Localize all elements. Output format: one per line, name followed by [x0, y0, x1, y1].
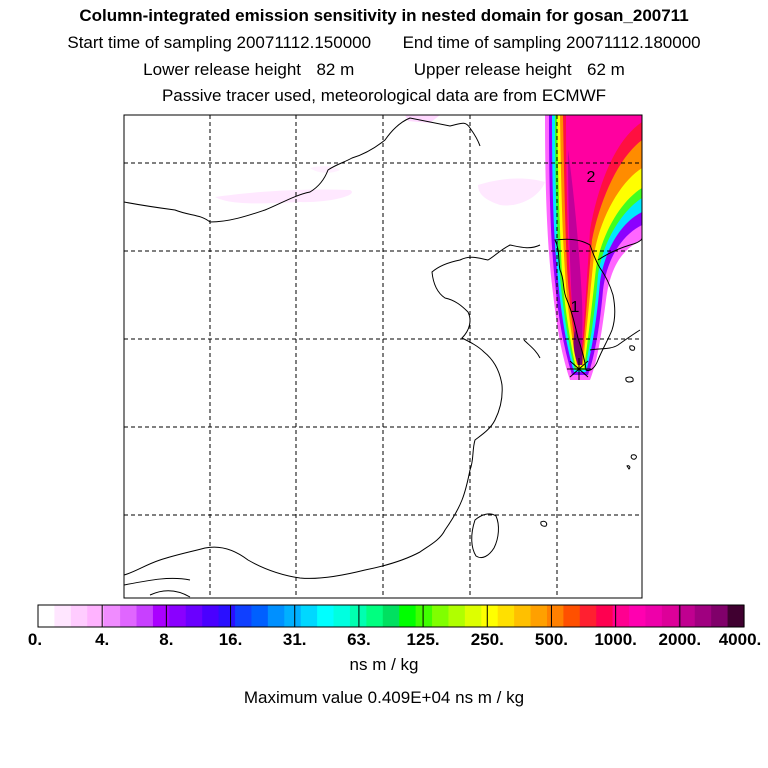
coastlines — [124, 117, 642, 598]
colorbar-tick-label: 8. — [159, 630, 174, 649]
low-sensitivity-areas — [215, 115, 545, 206]
colorbar-cell — [448, 605, 466, 627]
colorbar-tick-label: 0. — [27, 630, 43, 649]
colorbar-cell — [54, 605, 72, 627]
colorbar-cell — [300, 605, 318, 627]
receptor-star-icon — [567, 358, 591, 380]
max-number: 0.409E+04 — [367, 688, 451, 707]
map-frame — [123, 114, 643, 599]
colorbar-cell — [235, 605, 253, 627]
colorbar-cell — [267, 605, 285, 627]
colorbar-cell — [596, 605, 614, 627]
colorbar-cell — [678, 605, 696, 627]
contour-label-2: 2 — [587, 169, 596, 186]
colorbar-cell — [563, 605, 581, 627]
colorbar-cell — [612, 605, 630, 627]
sensitivity-plume — [545, 115, 642, 380]
colorbar-cell — [169, 605, 187, 627]
colorbar-cell — [333, 605, 351, 627]
colorbar-tick-label: 16. — [218, 630, 243, 649]
colorbar-cell — [481, 605, 499, 627]
lower-height-value: 82 m — [316, 60, 355, 79]
max-label: Maximum value — [243, 688, 363, 707]
colorbar-cell — [152, 605, 170, 627]
release-heights: Lower release height 82 m Upper release … — [0, 60, 768, 80]
tracer-note: Passive tracer used, meteorological data… — [161, 86, 607, 105]
colorbar-tick-label: 4. — [95, 630, 110, 649]
colorbar-cell — [415, 605, 433, 627]
colorbar-cell — [694, 605, 712, 627]
colorbar-cell — [120, 605, 138, 627]
colorbar-cell — [251, 605, 269, 627]
colorbar-cell — [399, 605, 417, 627]
colorbar-cell — [87, 605, 105, 627]
colorbar-cell — [317, 605, 335, 627]
colorbar-cell — [70, 605, 88, 627]
colorbar-cell — [382, 605, 400, 627]
plot-title: Column-integrated emission sensitivity i… — [79, 6, 689, 25]
colorbar-tick-label: 125. — [406, 630, 440, 649]
colorbar-cell — [579, 605, 597, 627]
colorbar-cell — [218, 605, 236, 627]
upper-height-value: 62 m — [587, 60, 625, 79]
colorbar-tick-label: 63. — [347, 630, 371, 649]
colorbar-cell — [136, 605, 154, 627]
colorbar-cell — [530, 605, 548, 627]
colorbar-cell — [464, 605, 482, 627]
colorbar-cell — [284, 605, 302, 627]
colorbar-tick-label: 2000. — [658, 630, 702, 649]
colorbar-cell — [645, 605, 663, 627]
colorbar-cell — [711, 605, 729, 627]
colorbar-cell — [103, 605, 121, 627]
colorbar-ticks — [37, 605, 745, 627]
colorbar-tick-label: 250. — [470, 630, 504, 649]
colorbar-tick-label: 500. — [534, 630, 568, 649]
colorbar-cell — [185, 605, 203, 627]
colorbar-cell — [727, 605, 745, 627]
colorbar-cell — [661, 605, 679, 627]
sampling-times: Start time of sampling 20071112.150000 E… — [0, 33, 768, 53]
colorbar-cell — [432, 605, 450, 627]
colorbar-cell — [546, 605, 564, 627]
upper-height-label: Upper release height — [413, 60, 572, 79]
end-time-value: 20071112.180000 — [566, 33, 701, 52]
colorbar-tick-label: 4000. — [718, 630, 762, 649]
colorbar-cell — [497, 605, 515, 627]
colorbar-cell — [366, 605, 384, 627]
colorbar — [38, 605, 745, 627]
lower-height-label: Lower release height — [143, 60, 301, 79]
contour-label-1: 1 — [571, 299, 580, 316]
colorbar-cell — [38, 605, 56, 627]
colorbar-cell — [514, 605, 532, 627]
maximum-value: Maximum value 0.409E+04 ns m / kg — [0, 688, 768, 708]
colorbar-units: ns m / kg — [349, 655, 419, 674]
colorbar-tick-label: 31. — [282, 630, 307, 649]
start-time-label: Start time of sampling — [67, 33, 232, 52]
graticule — [124, 115, 642, 598]
start-time-value: 20071112.150000 — [236, 33, 372, 52]
colorbar-cell — [629, 605, 647, 627]
max-units: ns m / kg — [455, 688, 525, 707]
colorbar-tick-label: 1000. — [594, 630, 637, 649]
end-time-label: End time of sampling — [402, 33, 562, 52]
colorbar-cell — [202, 605, 220, 627]
